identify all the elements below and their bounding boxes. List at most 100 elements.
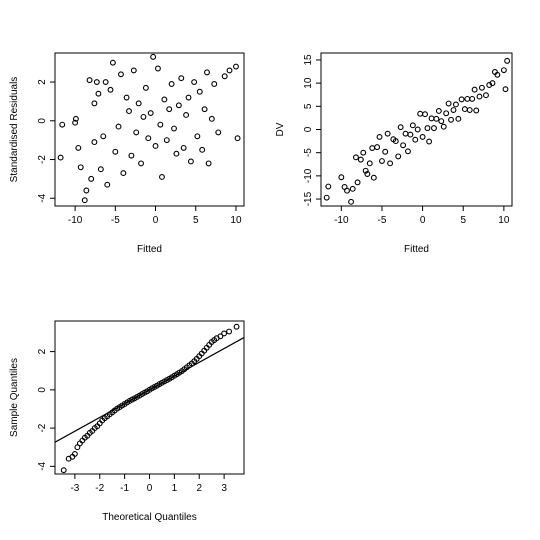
- data-point: [208, 115, 215, 122]
- data-point: [458, 96, 465, 103]
- data-point: [502, 86, 509, 93]
- data-point: [191, 79, 198, 86]
- data-point: [448, 116, 454, 123]
- data-point: [494, 71, 501, 78]
- x-tick-label: -3: [70, 483, 79, 494]
- data-point: [71, 450, 78, 457]
- data-point: [83, 187, 90, 194]
- data-point: [128, 152, 135, 159]
- data-point: [185, 94, 192, 101]
- data-point: [159, 173, 165, 180]
- data-point: [234, 135, 241, 142]
- data-point: [138, 160, 145, 167]
- y-tick-label: 0: [37, 387, 48, 393]
- data-point: [204, 69, 210, 76]
- data-point: [201, 106, 208, 113]
- data-point: [157, 121, 164, 128]
- data-point: [173, 150, 180, 157]
- x-tick-label: 0: [147, 483, 153, 494]
- data-point: [419, 133, 426, 140]
- x-axis-label: Theoretical Quantiles: [102, 512, 197, 523]
- data-point: [133, 129, 140, 136]
- data-point: [142, 84, 149, 91]
- panel-1: -10 -5 0 5 10 -4 -2 0 2 Fitted Standardised Residu…: [9, 52, 245, 255]
- data-point: [428, 115, 435, 122]
- data-point: [376, 133, 383, 140]
- data-point: [102, 79, 109, 86]
- data-point: [72, 115, 79, 122]
- data-point: [461, 106, 468, 113]
- data-point: [123, 94, 130, 101]
- data-point: [95, 90, 102, 97]
- data-point: [443, 110, 450, 117]
- data-point: [354, 179, 361, 186]
- data-point: [154, 65, 161, 72]
- data-point: [163, 137, 170, 144]
- data-point: [226, 67, 233, 74]
- data-point: [455, 115, 462, 122]
- y-tick-label: 2: [37, 348, 48, 354]
- data-point: [369, 145, 376, 151]
- data-point: [194, 133, 201, 140]
- data-point: [91, 100, 98, 107]
- data-point: [175, 102, 182, 109]
- y-tick-label: -5: [303, 148, 314, 157]
- data-point: [215, 129, 222, 136]
- x-tick-label: -2: [95, 483, 104, 494]
- data-point: [217, 333, 224, 340]
- data-point: [357, 156, 364, 163]
- y-tick-label: 15: [303, 54, 314, 66]
- data-point: [126, 108, 132, 115]
- data-point: [483, 92, 489, 99]
- data-point: [348, 198, 355, 205]
- data-point: [57, 154, 64, 161]
- y-tick-label: 0: [303, 126, 314, 132]
- data-point: [387, 160, 394, 167]
- data-point: [478, 84, 485, 91]
- data-point: [168, 81, 175, 87]
- data-point: [384, 130, 391, 137]
- data-point: [93, 79, 100, 86]
- data-point: [352, 154, 359, 161]
- data-point: [417, 110, 424, 117]
- y-tick-label: -2: [37, 423, 48, 432]
- data-point: [397, 124, 404, 131]
- data-point: [233, 63, 239, 70]
- data-point: [360, 149, 367, 156]
- data-point: [382, 148, 389, 155]
- data-point: [407, 131, 414, 138]
- data-point: [196, 88, 203, 95]
- data-point: [75, 144, 82, 151]
- data-point: [466, 107, 473, 113]
- data-point: [166, 106, 173, 113]
- y-axis-label: DV: [275, 122, 286, 136]
- data-point: [424, 125, 431, 132]
- x-tick-label: 10: [498, 215, 510, 226]
- y-tick-label: -4: [37, 461, 48, 470]
- data-points: [323, 57, 511, 205]
- y-tick-label: 2: [37, 79, 48, 85]
- data-point: [500, 67, 507, 74]
- data-points: [60, 323, 240, 474]
- data-point: [86, 77, 93, 84]
- data-point: [115, 123, 122, 130]
- data-point: [440, 123, 447, 130]
- data-point: [233, 323, 240, 330]
- x-axis-label: Fitted: [137, 244, 162, 255]
- data-points: [57, 53, 241, 204]
- x-tick-label: 10: [230, 215, 242, 226]
- data-point: [366, 160, 373, 167]
- data-point: [422, 111, 428, 118]
- data-point: [431, 125, 437, 132]
- data-point: [178, 75, 185, 82]
- data-point: [435, 108, 442, 114]
- y-tick-label: 0: [37, 118, 48, 124]
- data-point: [221, 330, 228, 337]
- plot-frame: [54, 52, 245, 207]
- data-point: [226, 328, 233, 335]
- x-tick-label: 5: [193, 215, 199, 226]
- data-point: [402, 130, 409, 137]
- x-axis-label: Fitted: [404, 244, 429, 255]
- data-point: [392, 138, 399, 145]
- x-tick-label: -1: [120, 483, 129, 494]
